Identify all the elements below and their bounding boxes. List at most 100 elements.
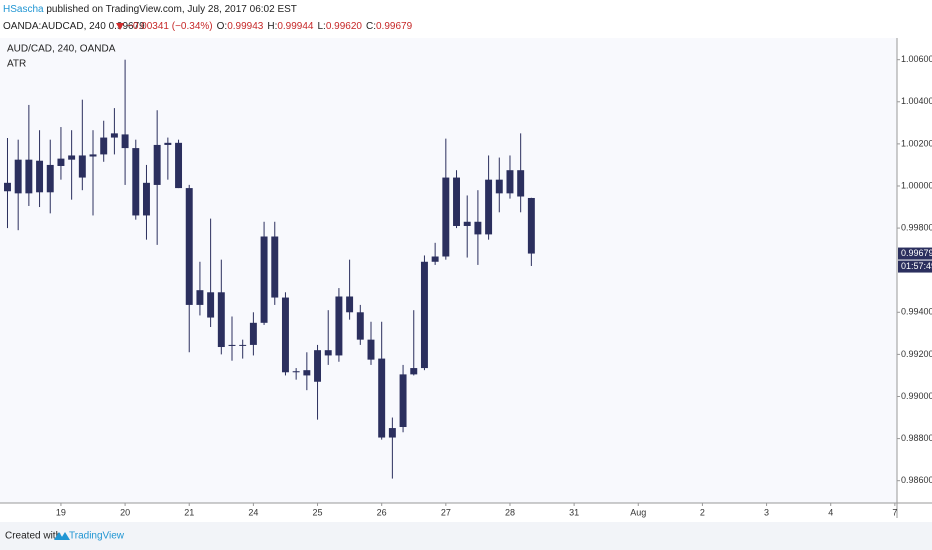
candle-body [485,179,493,235]
candle-body [271,236,279,298]
x-tick-label: 4 [828,507,833,517]
candle-body [249,322,257,345]
candle-body [185,188,193,305]
down-arrow [116,23,124,30]
candle-body [292,371,300,373]
x-tick-label: 7 [892,507,897,517]
change: −0.00341 (−0.34%) [127,21,213,32]
candle-body [25,159,33,194]
candle-body [142,182,150,216]
ohlc-label: O: [217,21,228,32]
y-tick-label: 1.00400 [901,96,932,106]
brand-logo [54,532,70,540]
price-tag: 0.99679 [901,248,932,258]
y-tick-label: 1.00000 [901,180,932,190]
candle-body [527,197,535,254]
candle-body [506,170,514,194]
publish-line: HSascha published on TradingView.com, Ju… [3,4,297,15]
candle-body [196,290,204,305]
ohlc-value: 0.99620 [326,21,363,32]
y-tick-label: 0.98800 [901,433,932,443]
candle-body [57,158,65,166]
y-tick-label: 0.98600 [901,475,932,485]
price-tag-bg [898,247,932,260]
author[interactable]: HSascha [3,4,44,15]
candle-body [474,221,482,235]
candle-body [335,296,343,356]
candle-body [68,155,76,160]
candle-body [207,292,215,318]
indicator-label: ATR [7,59,26,70]
candle-body [346,296,354,313]
candle-body [36,160,44,193]
x-tick-label: 25 [313,507,323,517]
candle-body [217,292,225,348]
candle-body [78,155,86,178]
candle-body [260,236,268,323]
candle-body [89,154,97,157]
candle-body [46,164,54,193]
x-tick-label: 31 [569,507,579,517]
y-tick-label: 0.99800 [901,222,932,232]
y-tick-label: 0.99200 [901,349,932,359]
ohlc-label: H: [267,21,277,32]
candle-body [356,312,364,340]
candle-body [4,182,11,192]
x-tick-label: 28 [505,507,515,517]
ohlc-label: L: [318,21,326,32]
symbol-line: OANDA:AUDCAD, 240 0.99679 [3,21,145,32]
candle-body [420,261,428,369]
x-tick-label: 3 [764,507,769,517]
candle-body [495,179,503,194]
candle-body [175,142,183,189]
series-label: AUD/CAD, 240, OANDA [7,44,116,55]
x-tick-label: 27 [441,507,451,517]
candle-body [121,134,129,149]
plot-area [0,38,897,503]
candle-body [367,339,375,360]
x-tick-label: 26 [377,507,387,517]
candle-body [14,159,22,194]
created-with: Created with [5,531,61,542]
change-line: −0.00341 (−0.34%) O:0.99943 H:0.99944 L:0.9… [127,21,413,32]
candle-body [410,368,418,375]
candle-body [239,344,247,346]
x-tick-label: 20 [120,507,130,517]
footer-bar [0,522,932,550]
countdown-bg [898,260,932,273]
candle-body [388,428,396,438]
candle-body [164,142,172,145]
ohlc-value: 0.99679 [376,21,413,32]
published: published on TradingView.com, July 28, 2… [46,4,297,15]
candle-body [399,374,407,428]
y-tick-label: 0.99400 [901,307,932,317]
brand[interactable]: TradingView [69,531,125,542]
candle-body [100,137,108,155]
candle-body [517,170,525,197]
candle-body [228,344,236,346]
last-price: 0.99679 [109,21,146,32]
ohlc-value: 0.99944 [277,21,314,32]
x-tick-label: 24 [248,507,258,517]
y-tick-label: 1.00600 [901,54,932,64]
candle-body [110,133,118,138]
y-tick-label: 1.00200 [901,138,932,148]
x-tick-label: 21 [184,507,194,517]
candle-body [324,350,332,356]
candle-body [132,148,140,216]
x-tick-label: 19 [56,507,66,517]
candle-body [153,144,161,185]
x-tick-label: 2 [700,507,705,517]
symbol: OANDA:AUDCAD, 240 [3,21,106,32]
ohlc-value: 0.99943 [227,21,264,32]
candle-body [431,256,439,262]
candle-body [442,177,450,257]
y-tick-label: 0.99000 [901,391,932,401]
ohlc-label: C: [366,21,376,32]
candle-body [303,370,311,376]
candle-body [463,221,471,226]
candle-body [314,350,322,382]
candle-body [453,177,460,226]
candle-body [378,358,386,438]
